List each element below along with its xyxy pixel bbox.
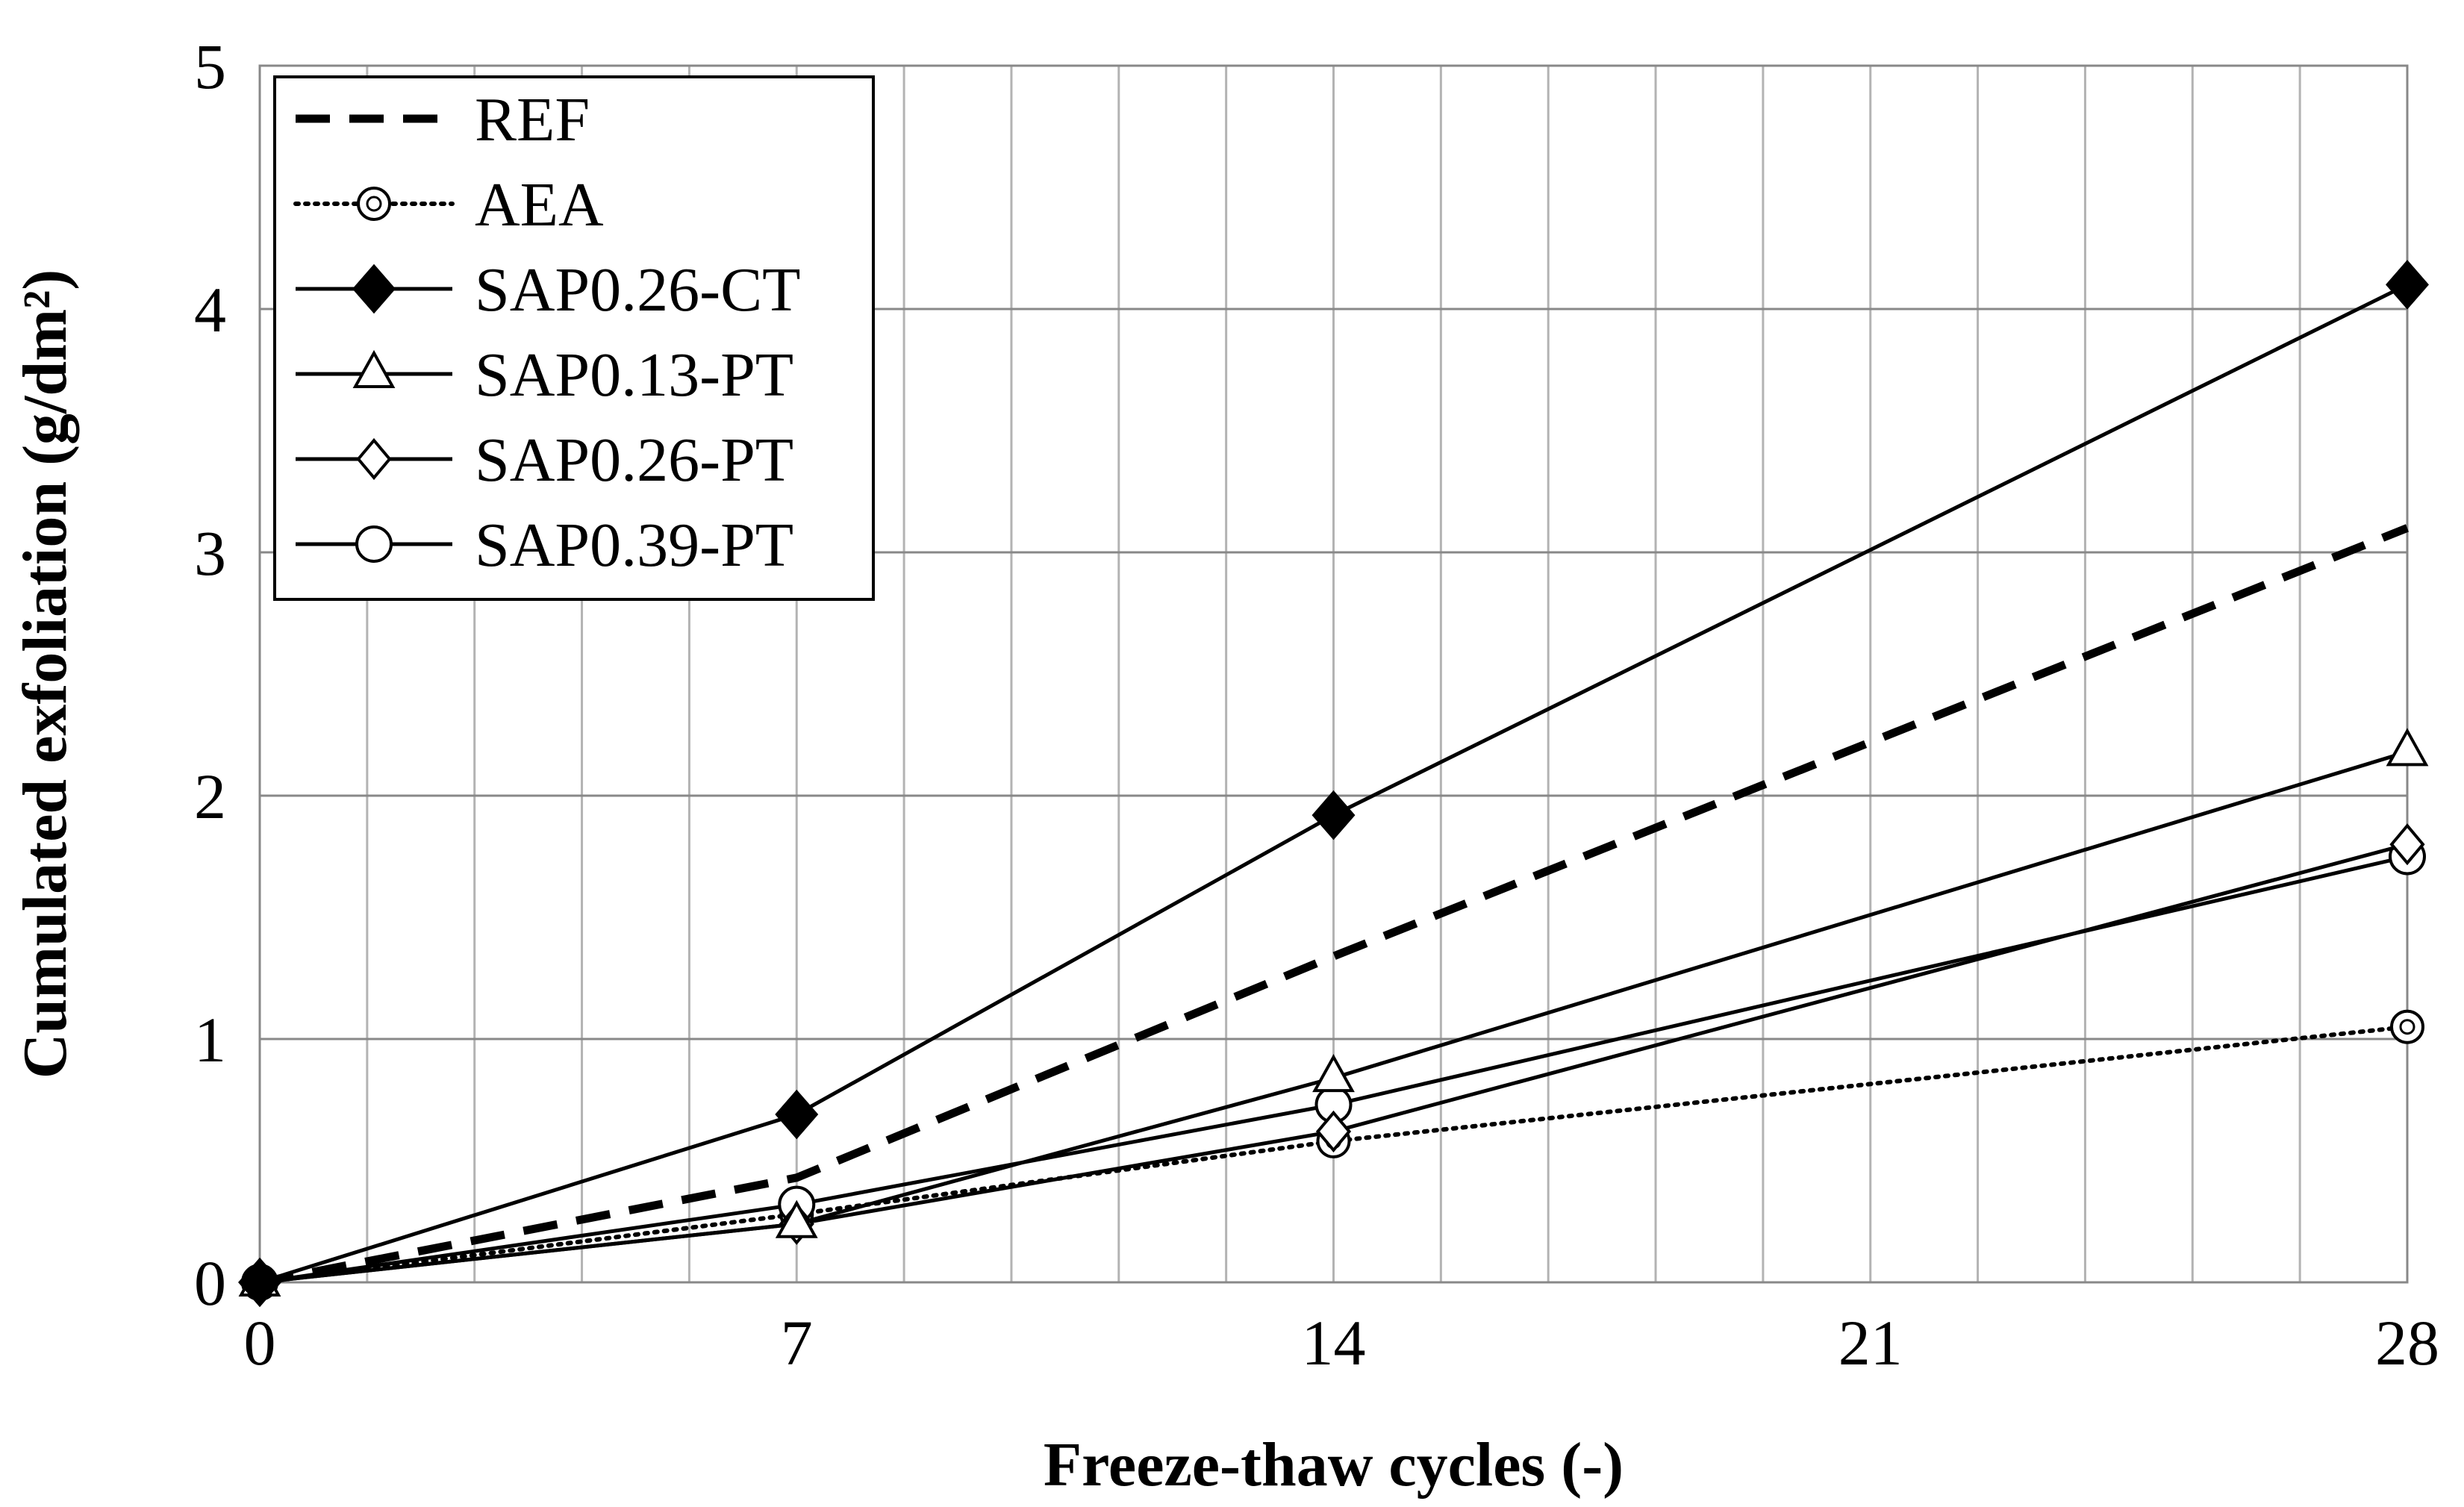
diamond-filled-marker	[238, 1257, 281, 1308]
x-tick-label: 28	[2375, 1307, 2439, 1379]
y-tick-label: 5	[194, 31, 226, 102]
legend-item: SAP0.26-CT	[296, 255, 800, 325]
triangle-open-marker	[775, 1199, 818, 1238]
x-axis-title: Freeze-thaw cycles (-)	[1044, 1430, 1624, 1500]
diamond-filled-marker	[1311, 790, 1356, 840]
circle-dot-marker	[2390, 1009, 2424, 1044]
circle-dot-inner	[2399, 1019, 2415, 1035]
legend-label: SAP0.26-CT	[475, 255, 800, 325]
y-tick-label: 4	[194, 274, 226, 346]
legend-item: AEA	[293, 170, 604, 240]
series-layer	[238, 260, 2429, 1308]
y-tick-label: 1	[194, 1004, 226, 1076]
plot-frame	[258, 64, 2409, 1284]
diamond-filled-marker	[775, 1089, 819, 1140]
circle-dot-inner	[366, 196, 382, 212]
series-ref	[258, 524, 2410, 1287]
legend-label: SAP0.39-PT	[475, 511, 793, 580]
diamond-open-marker	[2389, 823, 2425, 866]
series-sap0-26-ct	[238, 260, 2429, 1308]
legend-label: AEA	[475, 170, 604, 240]
diamond-open-marker	[1315, 1110, 1352, 1152]
x-tick-label: 7	[781, 1307, 813, 1379]
x-tick-label: 14	[1302, 1307, 1366, 1379]
diamond-filled-marker	[352, 263, 396, 314]
legend-label: REF	[475, 85, 590, 155]
triangle-open-marker	[1312, 1054, 1355, 1093]
series-line	[258, 1024, 2410, 1285]
x-tick-label: 21	[1838, 1307, 1903, 1379]
legend-item: SAP0.26-PT	[296, 425, 793, 495]
legend-label: SAP0.13-PT	[475, 340, 793, 410]
y-tick-label: 3	[194, 517, 226, 589]
diamond-filled-marker	[2386, 260, 2429, 310]
tick-labels: 0 7 14 21 28 0 1 2 3 4 5	[194, 31, 2439, 1379]
triangle-open-marker	[352, 349, 396, 388]
y-axis-title: Cumulated exfoliation (g/dm²)	[10, 269, 80, 1079]
series-line	[259, 749, 2408, 1285]
circle-open-marker	[355, 525, 393, 563]
diamond-open-marker	[356, 437, 392, 481]
legend-item: REF	[296, 85, 590, 155]
series-line	[259, 855, 2408, 1285]
legend: REF AEA SAP0.26-CT SAP0.13-PT SAP0.26-PT SAP0…	[273, 75, 875, 601]
legend-box	[273, 75, 875, 601]
legend-item: SAP0.13-PT	[296, 340, 793, 410]
legend-item: SAP0.39-PT	[296, 511, 793, 580]
triangle-open-marker	[2386, 728, 2429, 767]
y-tick-label: 0	[194, 1247, 226, 1319]
legend-label: SAP0.26-PT	[475, 425, 793, 495]
series-line	[258, 524, 2410, 1287]
circle-dot-marker	[357, 187, 391, 221]
y-tick-label: 2	[194, 761, 226, 832]
x-tick-label: 0	[244, 1307, 276, 1379]
series-line	[259, 283, 2409, 1285]
